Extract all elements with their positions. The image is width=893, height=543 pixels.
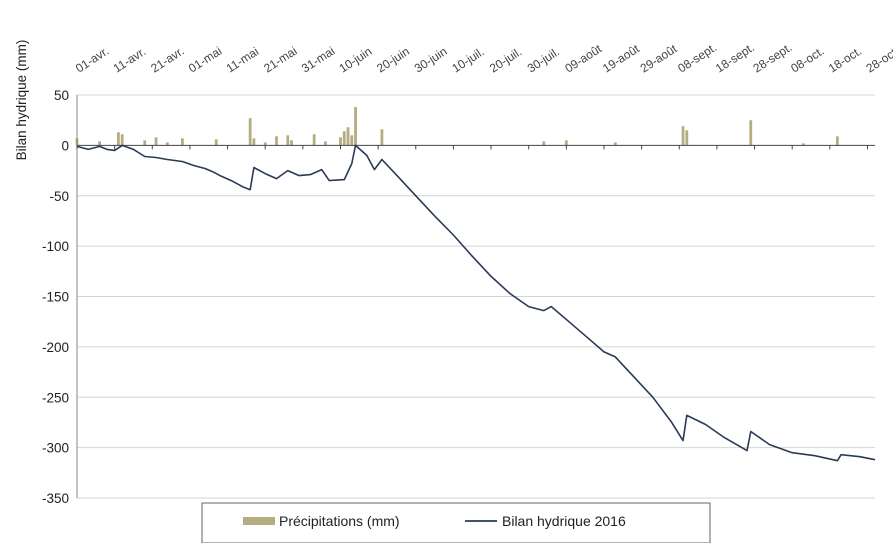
y-axis-label: Bilan hydrique (mm) — [14, 40, 29, 161]
x-tick-label: 08-sept. — [675, 40, 719, 75]
precipitation-bar — [165, 142, 169, 146]
x-tick-label: 01-mai — [186, 44, 224, 76]
y-tick-label: -350 — [42, 491, 69, 506]
precipitation-bar — [143, 140, 147, 146]
legend-label-water-balance: Bilan hydrique 2016 — [502, 513, 626, 529]
precipitation-bar — [248, 118, 252, 146]
x-tick-label: 18-sept. — [713, 40, 757, 75]
precipitation-bar — [346, 127, 350, 146]
precipitation-bar — [342, 131, 346, 146]
precipitation-bar — [312, 134, 316, 146]
x-tick-label: 20-juil. — [487, 45, 524, 76]
x-tick-label: 28-oct. — [863, 44, 893, 76]
precipitation-bar — [802, 143, 805, 146]
water-balance-line — [76, 144, 876, 462]
precipitation-bar — [286, 135, 290, 146]
x-tick-label: 20-juin — [374, 44, 412, 75]
precipitation-bar — [324, 141, 327, 146]
legend-label-precipitation: Précipitations (mm) — [279, 513, 400, 529]
y-tick-label: -300 — [42, 441, 69, 456]
y-tick-label: -250 — [42, 390, 69, 405]
precipitation-bar — [613, 142, 617, 146]
x-tick-marks — [76, 145, 868, 150]
x-tick-label: 21-avr. — [148, 44, 186, 76]
x-tick-label: 28-sept. — [751, 40, 795, 75]
precipitation-bar — [120, 134, 124, 146]
y-tick-label: -50 — [49, 189, 69, 204]
x-tick-label: 30-juil. — [525, 45, 562, 76]
x-tick-label: 09-août — [562, 41, 604, 75]
precipitation-bar — [749, 120, 753, 146]
precipitation-bar — [117, 132, 120, 146]
water-balance-line-layer — [76, 144, 876, 462]
precipitation-bar — [263, 142, 267, 146]
x-tick-label: 11-avr. — [111, 44, 149, 75]
precipitation-bar — [685, 130, 689, 146]
precipitation-bar — [354, 107, 357, 146]
x-tick-label: 29-août — [638, 41, 680, 75]
y-tick-label: -150 — [42, 290, 69, 305]
y-tick-label: -200 — [42, 340, 69, 355]
x-tick-label: 10-juin — [336, 44, 374, 75]
precipitation-bar — [350, 135, 354, 146]
precipitation-bar — [380, 129, 384, 146]
x-tick-label: 18-oct. — [826, 44, 864, 76]
precipitation-bar — [835, 136, 839, 146]
x-tick-labels: 01-avr. 11-avr. 21-avr. 01-mai 11-mai 21-mai 3… — [73, 40, 893, 75]
x-tick-label: 19-août — [600, 41, 642, 75]
y-tick-labels: 50 0 -50 -100 -150 -200 -250 -300 -350 — [42, 88, 69, 506]
y-tick-label: 0 — [61, 138, 69, 153]
x-tick-label: 31-mai — [299, 44, 337, 76]
x-tick-label: 21-mai — [261, 44, 299, 76]
legend-box — [201, 502, 711, 543]
x-tick-label: 11-mai — [224, 44, 262, 75]
y-tick-label: 50 — [54, 88, 69, 103]
x-tick-label: 01-avr. — [73, 44, 111, 76]
legend-swatch-precipitation — [243, 517, 275, 525]
precipitation-bar — [180, 138, 184, 146]
precipitation-bar — [564, 140, 568, 146]
precipitation-bar — [154, 137, 158, 146]
precipitation-bars — [75, 107, 839, 146]
y-tick-label: -100 — [42, 239, 69, 254]
legend: Précipitations (mm) Bilan hydrique 2016 — [201, 502, 711, 543]
precipitation-bar — [339, 137, 342, 146]
x-tick-label: 08-oct. — [788, 44, 826, 76]
precipitation-bar — [98, 141, 101, 146]
precipitation-bar — [252, 138, 256, 146]
precipitation-bar — [290, 140, 293, 146]
precipitation-bar — [275, 136, 278, 146]
precipitation-bar — [214, 139, 218, 146]
precipitation-bar — [681, 126, 685, 146]
gridlines — [77, 94, 875, 499]
x-tick-label: 10-juil. — [449, 45, 486, 76]
x-tick-label: 30-juin — [412, 44, 450, 75]
precipitation-bar — [542, 141, 546, 146]
